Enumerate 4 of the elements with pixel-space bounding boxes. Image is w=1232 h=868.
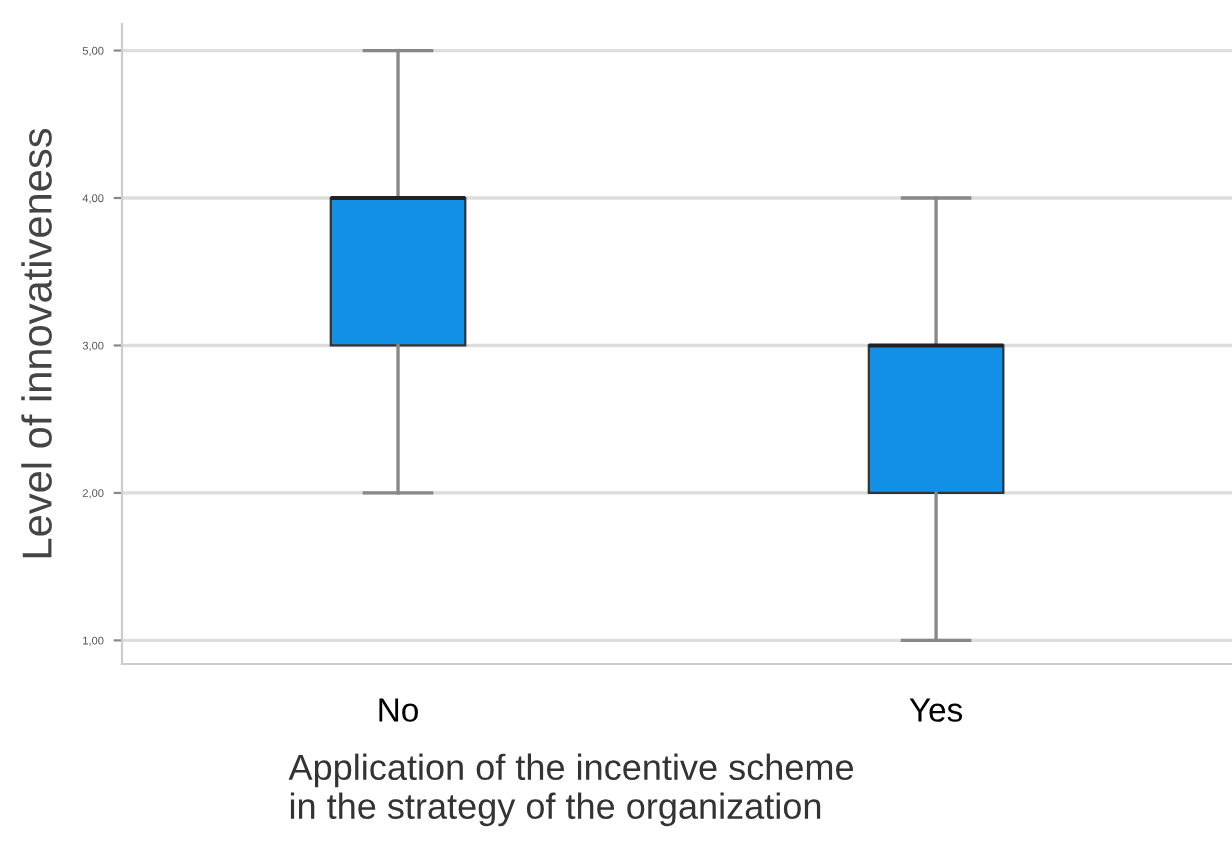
x-tick-label: No xyxy=(379,698,418,722)
x-axis-title: Application of the incentive scheme in the strategy of the organization xyxy=(288,753,853,827)
x-tick-label: Yes xyxy=(909,698,963,722)
y-axis-title: Level of innovativeness xyxy=(21,128,52,558)
